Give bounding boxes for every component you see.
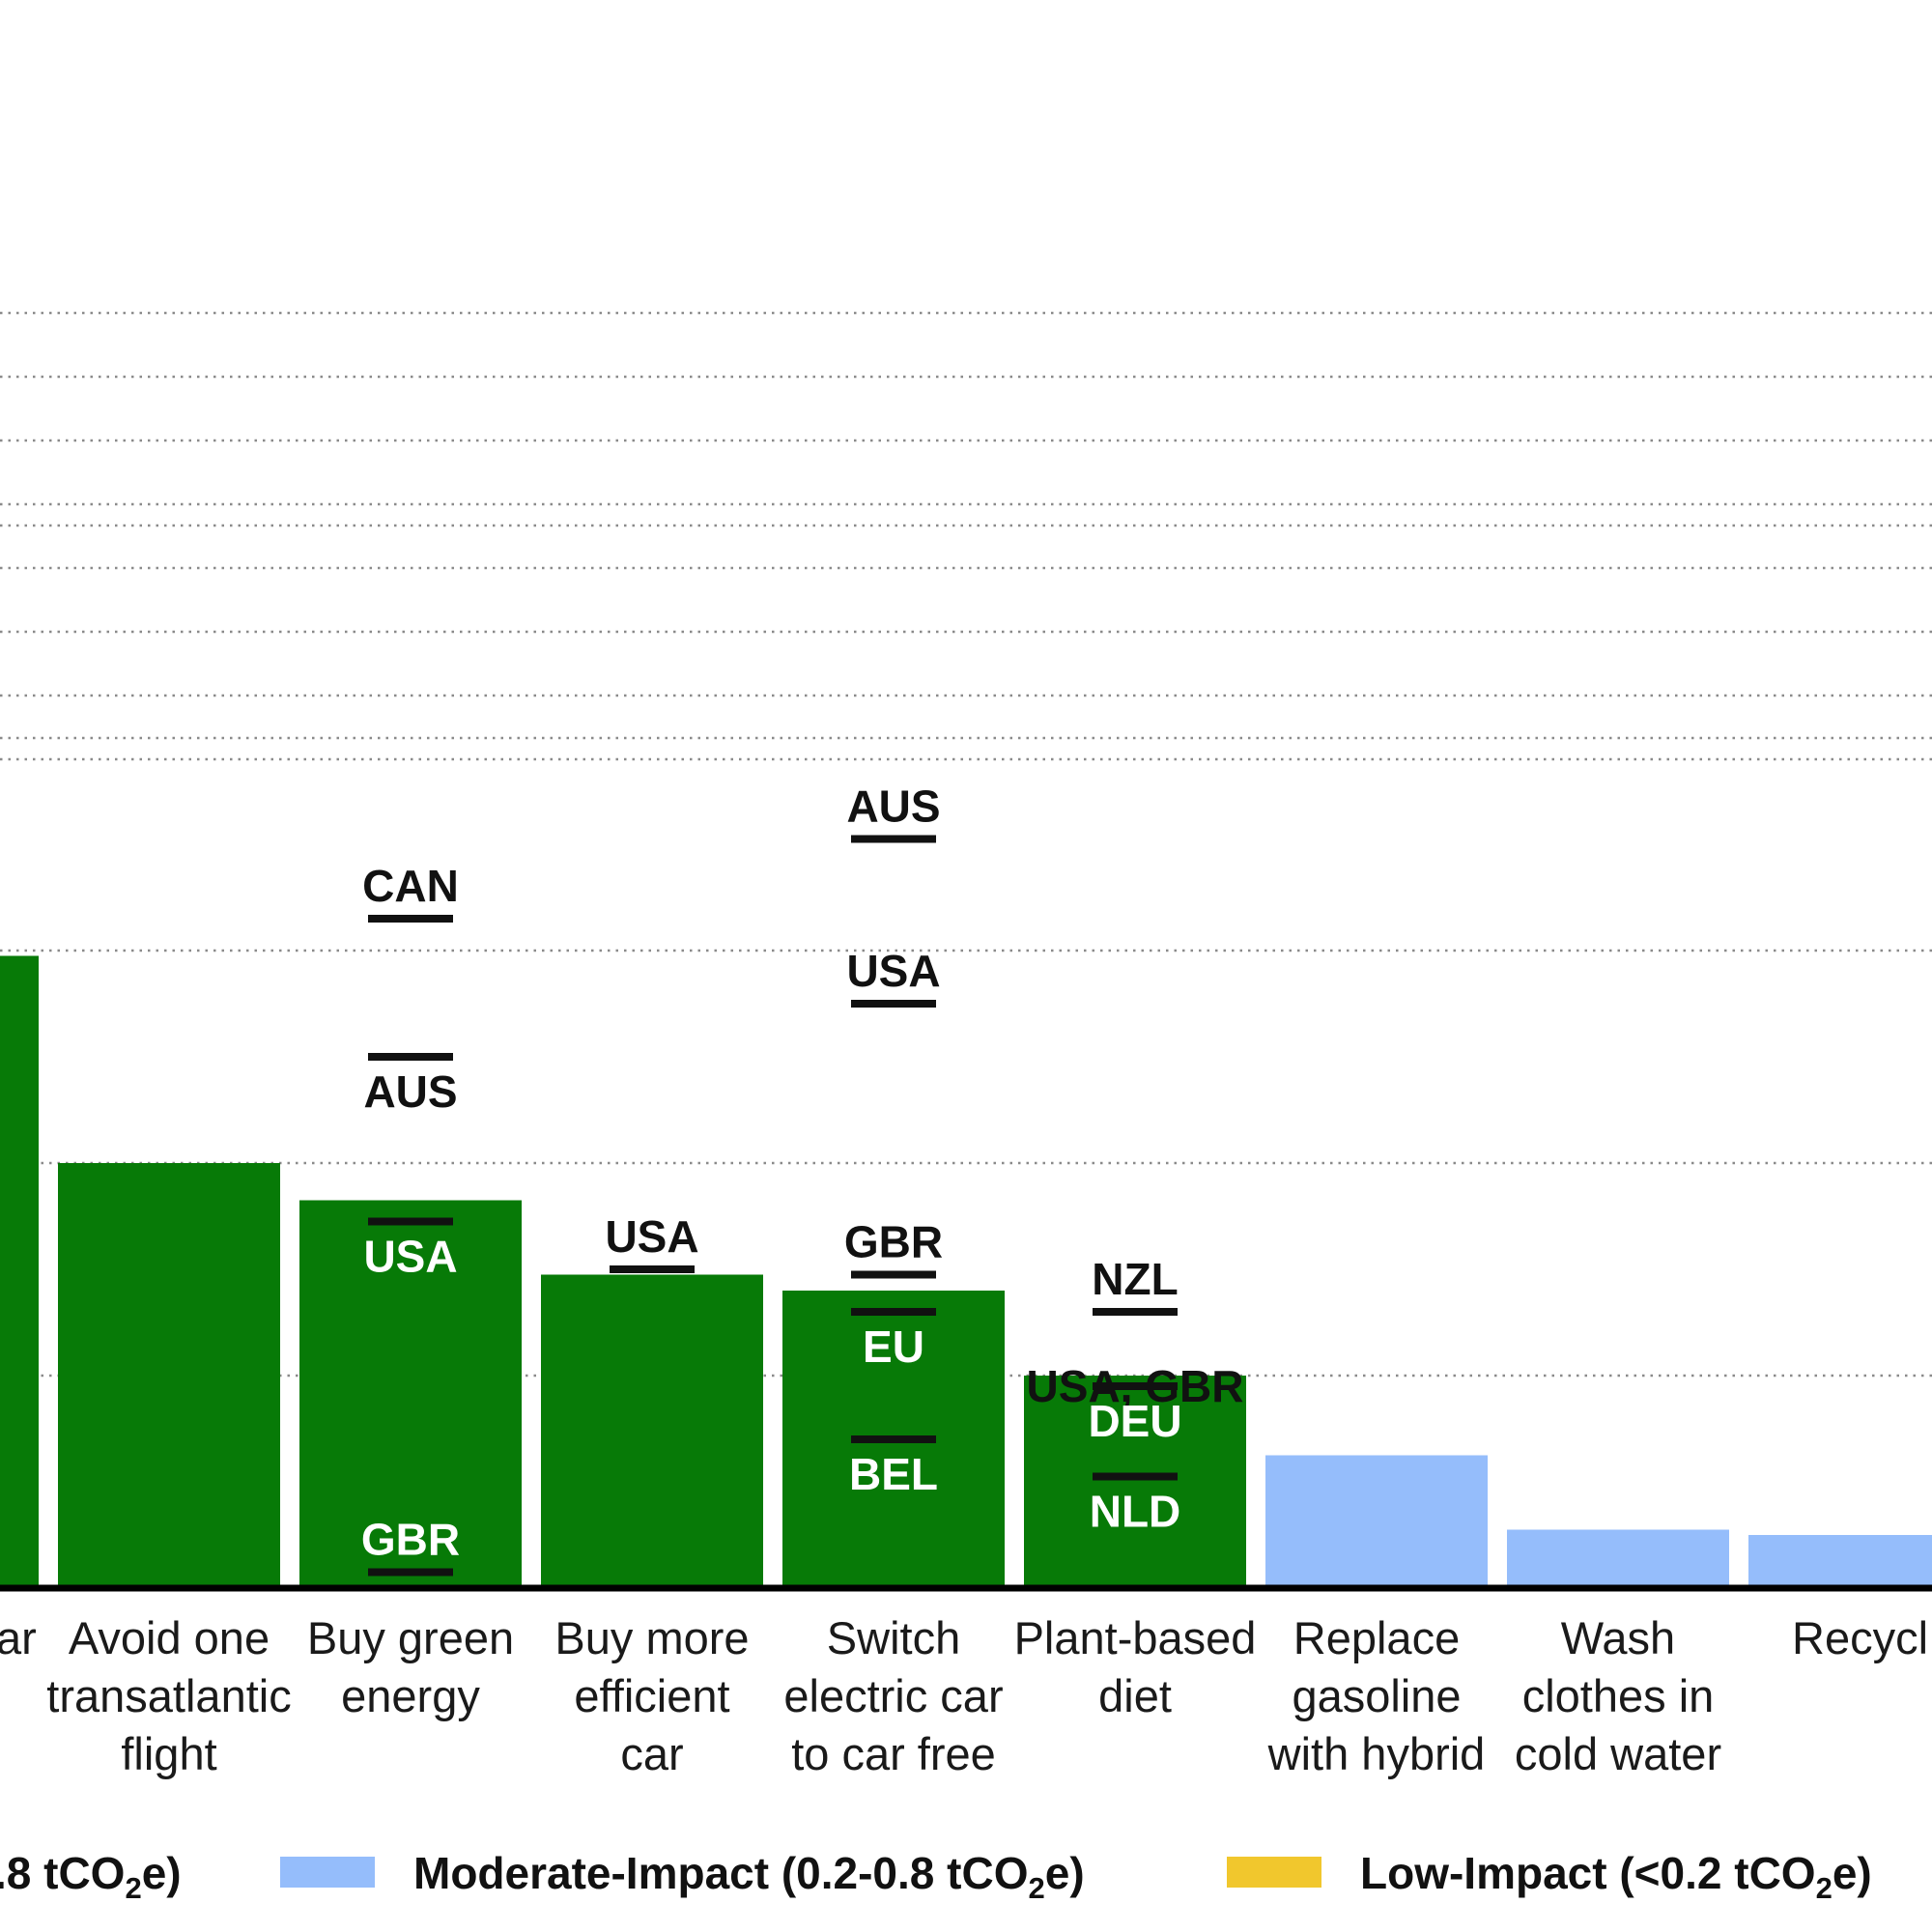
category-label: diet	[1098, 1670, 1172, 1721]
category-label: clothes in	[1522, 1670, 1715, 1721]
category-label: Replace	[1293, 1612, 1460, 1663]
category-label: gasoline	[1292, 1670, 1461, 1721]
legend-label: .8 tCO2e)	[0, 1848, 182, 1905]
category-label: ar	[0, 1612, 37, 1663]
category-label: Plant-based	[1014, 1612, 1257, 1663]
country-label: EU	[863, 1321, 924, 1372]
category-labels: ar Avoid one transatlantic flight Buy green e…	[0, 1612, 1928, 1779]
category-label: cold water	[1515, 1728, 1721, 1779]
legend-swatch	[1227, 1857, 1321, 1888]
category-label: transatlantic	[46, 1670, 291, 1721]
category-label: car	[620, 1728, 683, 1779]
legend-label: Moderate-Impact (0.2-0.8 tCO2e)	[413, 1848, 1085, 1905]
legend-swatch	[280, 1857, 375, 1888]
bar	[58, 1163, 280, 1588]
category-label: Wash	[1561, 1612, 1675, 1663]
bar	[299, 1200, 522, 1588]
category-label: to car free	[791, 1728, 996, 1779]
category-label: Buy green	[307, 1612, 514, 1663]
category-label: Buy more	[554, 1612, 749, 1663]
category-label: electric car	[783, 1670, 1003, 1721]
category-label: efficient	[574, 1670, 729, 1721]
category-label: Recycl	[1792, 1612, 1928, 1663]
country-label: GBR	[361, 1515, 460, 1565]
category-label: Switch	[827, 1612, 960, 1663]
country-label: CAN	[362, 861, 459, 911]
legend-label: Low-Impact (<0.2 tCO2e)	[1360, 1848, 1872, 1905]
bar	[0, 955, 39, 1588]
category-label: energy	[341, 1670, 480, 1721]
legend: .8 tCO2e) Moderate-Impact (0.2-0.8 tCO2e)…	[0, 1848, 1872, 1905]
gridlines	[0, 311, 1932, 1378]
bars	[0, 955, 1932, 1588]
country-label: NZL	[1092, 1254, 1178, 1304]
category-label: with hybrid	[1267, 1728, 1486, 1779]
bar	[1024, 1376, 1246, 1588]
country-label: DEU	[1088, 1396, 1181, 1446]
country-label: USA	[846, 946, 940, 996]
country-label: AUS	[363, 1066, 457, 1117]
category-label: flight	[121, 1728, 216, 1779]
country-label: NLD	[1090, 1487, 1181, 1537]
category-label: Avoid one	[69, 1612, 270, 1663]
bar	[541, 1274, 763, 1588]
country-label: GBR	[844, 1217, 943, 1267]
country-label: AUS	[846, 781, 940, 832]
bar	[1507, 1529, 1729, 1588]
bar	[1265, 1455, 1488, 1588]
bar	[1748, 1535, 1932, 1588]
country-label: BEL	[849, 1449, 938, 1499]
country-label: USA	[363, 1232, 457, 1282]
country-label: USA	[605, 1211, 698, 1262]
